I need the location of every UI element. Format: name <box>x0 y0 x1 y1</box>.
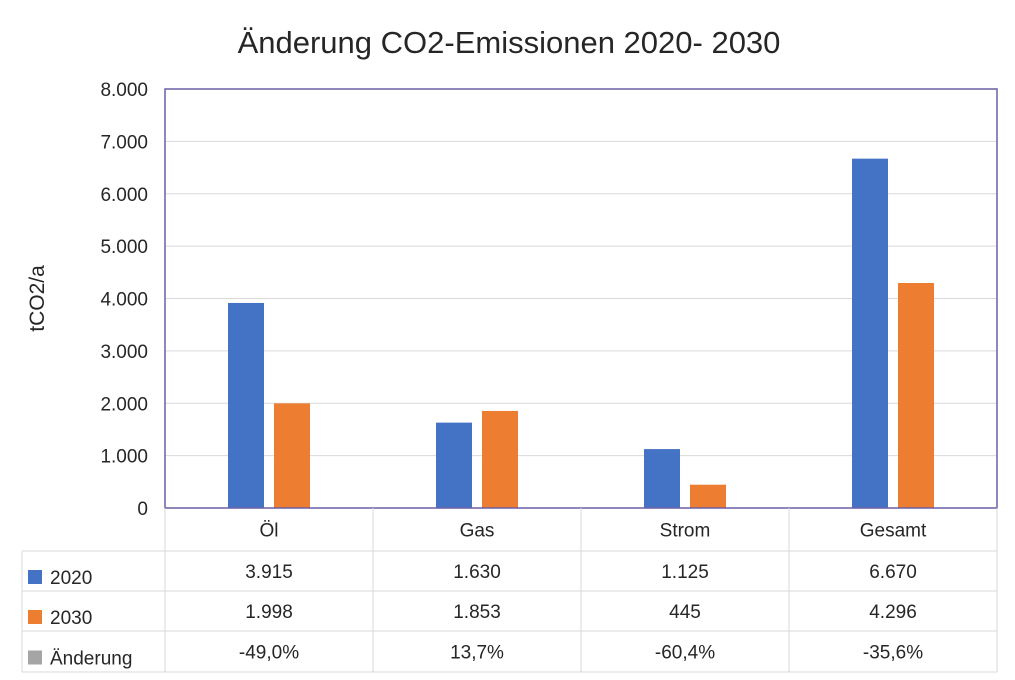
y-tick-label: 4.000 <box>100 290 148 311</box>
data-table-value: 1.125 <box>661 562 709 583</box>
bar-2020-Strom <box>644 449 680 508</box>
category-label: Gas <box>460 521 495 542</box>
bar-2030-Strom <box>690 484 726 508</box>
bar-2020-Gas <box>436 422 472 508</box>
legend-key-2020 <box>28 570 42 584</box>
legend-label: 2020 <box>50 568 92 589</box>
data-table-value: 6.670 <box>869 562 917 583</box>
y-tick-label: 8.000 <box>100 80 148 101</box>
data-table-value: 13,7% <box>450 643 504 664</box>
bar-2020-Öl <box>228 302 264 508</box>
data-table-value: -60,4% <box>655 643 715 664</box>
y-tick-label: 0 <box>137 499 148 520</box>
bar-2020-Gesamt <box>852 158 888 508</box>
y-tick-label: 6.000 <box>100 185 148 206</box>
data-table-value: 1.630 <box>453 562 501 583</box>
legend-key-Änderung <box>28 650 42 665</box>
legend-key-2030 <box>28 610 42 624</box>
category-label: Gesamt <box>860 521 927 542</box>
data-table-value: 4.296 <box>869 602 917 623</box>
data-table-value: -35,6% <box>863 643 923 664</box>
data-table-value: -49,0% <box>239 643 299 664</box>
category-label: Strom <box>660 521 711 542</box>
data-table-value: 1.998 <box>245 602 293 623</box>
legend-label: 2030 <box>50 608 92 629</box>
y-tick-label: 2.000 <box>100 394 148 415</box>
bar-2030-Gas <box>482 410 518 508</box>
bar-2030-Gesamt <box>898 282 934 508</box>
y-axis-label: tCO2/a <box>26 265 49 332</box>
data-table-value: 1.853 <box>453 602 501 623</box>
legend-label: Änderung <box>50 649 132 670</box>
data-table-value: 3.915 <box>245 562 293 583</box>
category-label: Öl <box>260 521 279 542</box>
bar-2030-Öl <box>274 403 310 508</box>
y-tick-label: 1.000 <box>100 447 148 468</box>
chart-title: Änderung CO2-Emissionen 2020- 2030 <box>238 25 781 60</box>
data-table-value: 445 <box>669 602 701 623</box>
y-tick-label: 3.000 <box>100 342 148 363</box>
y-tick-label: 5.000 <box>100 237 148 258</box>
y-tick-label: 7.000 <box>100 132 148 153</box>
